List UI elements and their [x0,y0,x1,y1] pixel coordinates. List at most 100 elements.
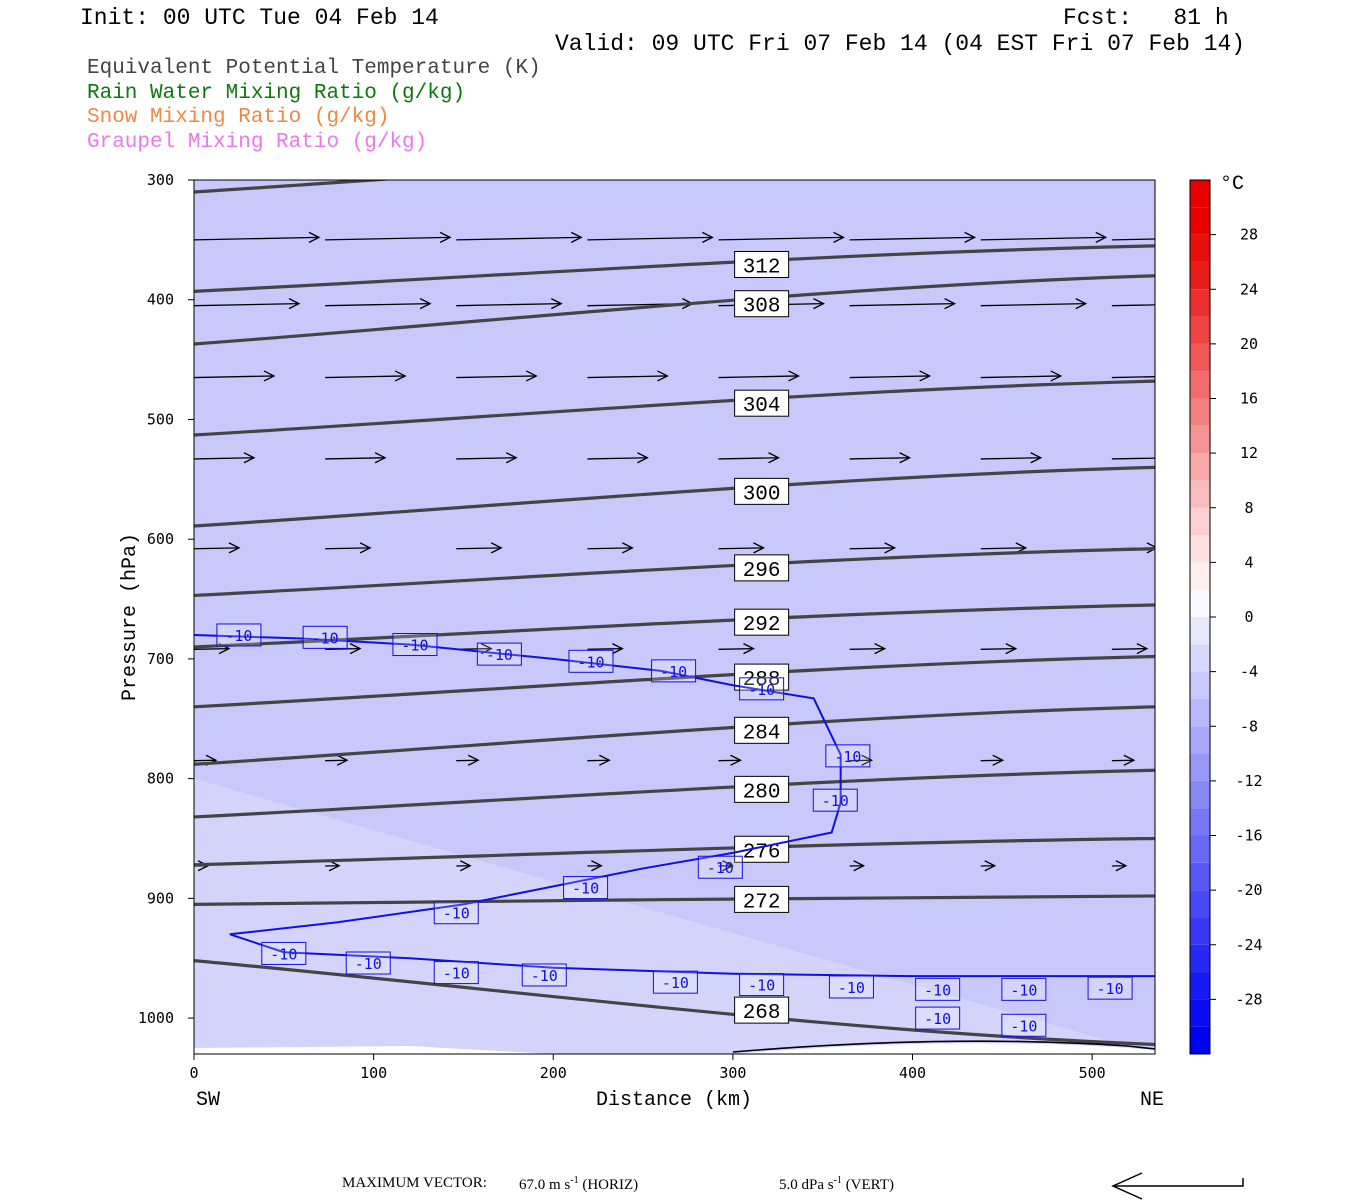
wind-arrow [194,236,320,241]
colorbar-swatch [1190,453,1210,481]
wind-arrow-head [637,452,649,464]
wind-arrow [587,647,623,650]
legend-rain: Rain Water Mixing Ratio (g/kg) [87,82,466,105]
wind-arrow-head [964,231,977,243]
isotherm-label: -10 [443,965,470,983]
theta-e-line [194,180,397,194]
theta-e-line [194,244,1155,293]
wind-arrow [718,375,799,379]
theta-e-line [194,465,1155,528]
wind-arrow [325,457,386,460]
isotherm-label: -10 [660,663,687,681]
wind-arrow [325,375,406,379]
colorbar-swatch [1190,753,1210,781]
vert-vector-sup: -1 [833,1175,842,1186]
colorbar-swatch [1190,726,1210,754]
wind-arrow-head [570,231,583,243]
colorbar-tick-label: 28 [1240,226,1258,244]
theta-e-label: 288 [743,669,781,692]
wind-arrow-head [984,860,997,872]
wind-arrow-head [813,298,825,310]
forecast-hour: Fcst: 81 h [1063,5,1229,31]
isotherm-label: -10 [822,792,849,810]
isotherm-label: -10 [1010,981,1037,999]
theta-e-label: 268 [743,1002,781,1025]
wind-arrow-head [394,370,407,382]
x-tick-label: 0 [189,1064,198,1082]
theta-e-line [194,705,1155,766]
isotherm-label-box [521,963,567,987]
isotherm-label-box [1001,1013,1047,1037]
wind-arrow-head [874,643,887,655]
isotherm-label-box [392,633,438,657]
colorbar-tick-label: 24 [1240,280,1258,298]
horiz-vector-value: 67.0 m s-1 (HORIZ) [519,1175,638,1194]
y-tick-label: 300 [147,171,174,189]
theta-e-label-box [734,554,790,582]
colorbar-tick-label: -24 [1235,936,1262,954]
colorbar-unit: °C [1220,173,1244,196]
wind-arrow-head [328,860,341,872]
isotherm-label: -10 [838,979,865,997]
wind-arrow [194,302,300,307]
colorbar-swatch [1190,425,1210,454]
isotherm-label-box [651,659,697,683]
wind-arrow [849,547,895,550]
theta-e-label-box [734,835,790,863]
wind-arrow [194,647,230,650]
theta-e-label: 284 [743,722,781,745]
y-axis-title: Pressure (hPa) [119,533,142,701]
wind-arrow-head [467,754,480,766]
colorbar-swatch [1190,316,1210,344]
colorbar-swatch [1190,944,1210,973]
theta-e-label-box [734,885,790,913]
theta-e-label: 308 [743,296,781,319]
isotherm-minus10: -10 -10 -10 -10 -10 -10 -10 -10 -10 -10 -10 -10 -10 -… [194,623,1155,1037]
theta-e-label: 316 [743,150,781,173]
x-tick-label: 100 [360,1064,387,1082]
isotherm-label: -10 [531,967,558,985]
colorbar-tick-label: -20 [1235,881,1262,899]
wind-arrow [849,302,955,307]
wind-arrow [849,457,910,460]
colorbar-swatch [1190,1026,1210,1054]
colorbar-tick-label: -28 [1235,990,1262,1008]
wind-arrow-head [1162,453,1172,463]
wind-arrow-head [459,860,472,872]
isotherm-label-box [563,876,609,900]
isotherm-label: -10 [1010,1017,1037,1035]
wind-arrow-head [550,298,563,310]
wind-arrow-head [899,452,912,464]
colorbar-tick-label: 8 [1244,499,1253,517]
vert-vector-text: 5.0 dPa s [779,1177,834,1193]
reference-arrow-icon [1111,1172,1244,1200]
colorbar-tick-label: -4 [1240,663,1258,681]
isotherm-label: -10 [748,681,775,699]
isotherm-label: -10 [270,945,297,963]
wind-arrow-head [505,452,518,464]
colorbar-swatch [1190,972,1210,1000]
wind-arrow [980,375,1061,379]
isotherm-label: -10 [748,977,775,995]
wind-arrow-head [591,860,603,872]
max-vector-label: MAXIMUM VECTOR: [342,1175,487,1191]
wind-arrow [980,302,1086,307]
vert-vector-tail: (VERT) [841,1177,894,1193]
y-tick-label: 1000 [138,1009,174,1027]
isotherm-label-box [345,951,391,975]
wind-arrow [587,375,668,379]
colorbar-swatch [1190,862,1210,891]
theta-e-line [194,379,1155,437]
wind-arrow-head [1136,643,1149,655]
colorbar-tick-label: -16 [1235,827,1262,845]
temperature-band [194,180,1155,1054]
wind-arrow-head [228,542,241,554]
colorbar-swatch [1190,180,1210,208]
wind-arrow-head [992,754,1005,766]
horiz-vector-tail: (HORIZ) [578,1177,639,1193]
terrain [194,1040,1155,1054]
wind-arrow-head [657,370,669,382]
wind-arrow-head [722,860,734,872]
wind-arrow [456,236,582,241]
